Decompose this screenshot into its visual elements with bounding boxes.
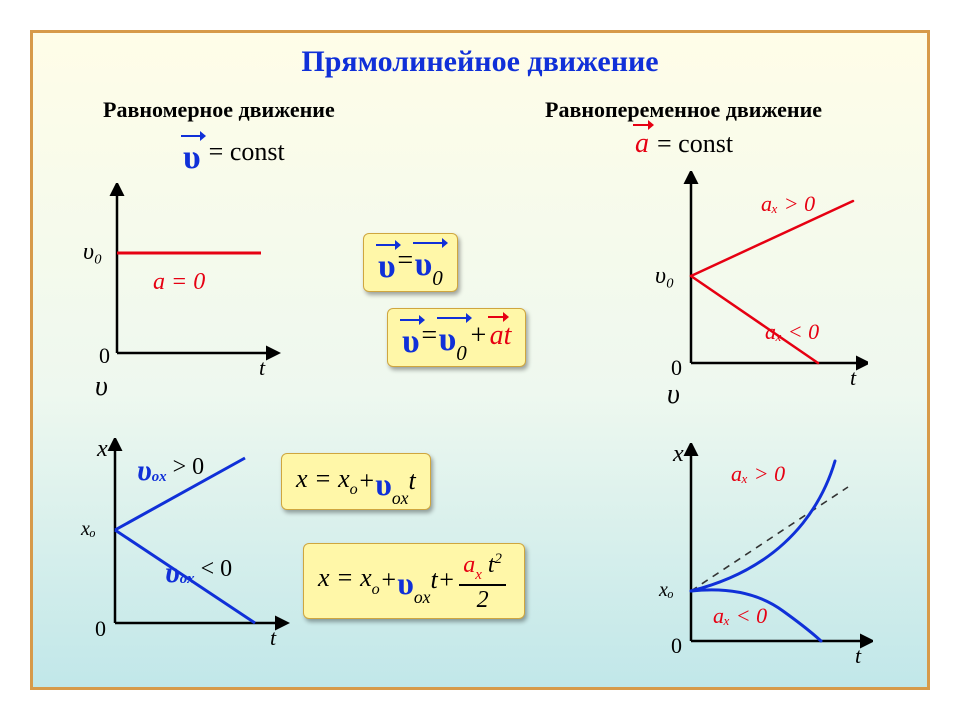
g4-xaxis: t (855, 643, 861, 669)
g3-xaxis: t (850, 365, 856, 391)
const-text: = const (209, 137, 285, 167)
g3-yaxis: υ (667, 379, 680, 410)
g3-pos: aₓ > 0 (761, 191, 815, 217)
g1-yaxis: υ (95, 371, 108, 402)
accel-vector-icon: a (635, 128, 649, 160)
velocity-vector-icon: υ (183, 139, 201, 177)
graph-accel-v: υ t 0 υ₀ aₓ > 0 aₓ < 0 (653, 171, 868, 413)
g4-origin: 0 (671, 633, 682, 659)
eq-x-accel: x = xo + υox t+ ax t2 2 (303, 543, 525, 619)
eq-x-uniform: x = xo + υox t (281, 453, 431, 510)
const-text: = const (657, 129, 733, 159)
left-heading: Равномерное движение (103, 97, 335, 123)
g2-yaxis: x (97, 436, 108, 463)
eq-v-accel: υ = υ0 + a t (387, 308, 526, 367)
g2-neg: υox < 0 (165, 550, 232, 587)
main-title: Прямолинейное движение (33, 45, 927, 79)
graph-uniform-v: υ t 0 υ₀ a = 0 (81, 183, 281, 405)
g1-annot: a = 0 (153, 269, 205, 296)
g4-x0: xₒ (659, 579, 674, 602)
g4-yaxis: x (673, 441, 684, 468)
g2-x0: xₒ (81, 518, 96, 541)
graph-accel-x: x t 0 xₒ aₓ > 0 aₓ < 0 (653, 443, 873, 658)
g2-origin: 0 (95, 616, 106, 642)
eq-v-const: υ = υ0 (363, 233, 458, 292)
graph-uniform-x: x t 0 xₒ υox > 0 υox < 0 (75, 438, 290, 643)
g3-neg: aₓ < 0 (765, 319, 819, 345)
g1-v0: υ₀ (83, 239, 102, 266)
diagram-panel: Прямолинейное движение Равномерное движе… (30, 30, 930, 690)
g3-origin: 0 (671, 355, 682, 381)
g3-v0: υ₀ (655, 263, 674, 290)
right-heading: Равнопеременное движение (545, 97, 822, 123)
right-const: a = const (635, 128, 733, 160)
g2-xaxis: t (270, 625, 276, 651)
g4-pos: aₓ > 0 (731, 461, 785, 487)
left-const: υ = const (183, 133, 285, 171)
g1-origin: 0 (99, 343, 110, 369)
g2-pos: υox > 0 (137, 448, 204, 485)
g4-neg: aₓ < 0 (713, 603, 767, 629)
g1-xaxis: t (259, 355, 265, 381)
